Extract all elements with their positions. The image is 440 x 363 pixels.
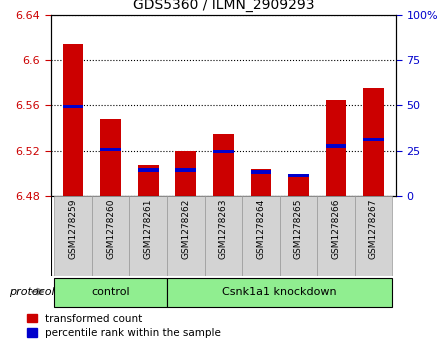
- Title: GDS5360 / ILMN_2909293: GDS5360 / ILMN_2909293: [132, 0, 314, 12]
- Text: GSM1278261: GSM1278261: [144, 199, 153, 259]
- Bar: [242, 196, 279, 276]
- Bar: [167, 277, 392, 307]
- Text: protocol: protocol: [9, 286, 55, 297]
- Bar: [129, 196, 167, 276]
- Bar: [250, 171, 271, 174]
- Bar: [288, 174, 309, 177]
- Bar: [213, 150, 234, 154]
- Text: GSM1278260: GSM1278260: [106, 199, 115, 259]
- Bar: [288, 175, 309, 196]
- Text: GSM1278264: GSM1278264: [257, 199, 265, 259]
- Bar: [55, 277, 167, 307]
- Bar: [63, 105, 84, 108]
- Bar: [326, 144, 346, 148]
- Bar: [326, 99, 346, 196]
- Bar: [138, 168, 158, 172]
- Text: Csnk1a1 knockdown: Csnk1a1 knockdown: [222, 286, 337, 297]
- Text: GSM1278266: GSM1278266: [331, 199, 341, 259]
- Text: GSM1278263: GSM1278263: [219, 199, 228, 259]
- Bar: [100, 148, 121, 151]
- Text: GSM1278262: GSM1278262: [181, 199, 190, 259]
- Bar: [138, 166, 158, 196]
- Bar: [63, 44, 84, 196]
- Bar: [363, 88, 384, 196]
- Bar: [213, 134, 234, 196]
- Text: GSM1278267: GSM1278267: [369, 199, 378, 259]
- Bar: [92, 196, 129, 276]
- Bar: [100, 119, 121, 196]
- Bar: [205, 196, 242, 276]
- Text: GSM1278259: GSM1278259: [69, 199, 77, 259]
- Bar: [279, 196, 317, 276]
- Bar: [317, 196, 355, 276]
- Bar: [363, 138, 384, 141]
- Bar: [167, 196, 205, 276]
- Bar: [176, 168, 196, 172]
- Text: control: control: [92, 286, 130, 297]
- Bar: [250, 169, 271, 196]
- Text: GSM1278265: GSM1278265: [294, 199, 303, 259]
- Legend: transformed count, percentile rank within the sample: transformed count, percentile rank withi…: [27, 314, 221, 338]
- Bar: [55, 196, 92, 276]
- Bar: [176, 151, 196, 196]
- Bar: [355, 196, 392, 276]
